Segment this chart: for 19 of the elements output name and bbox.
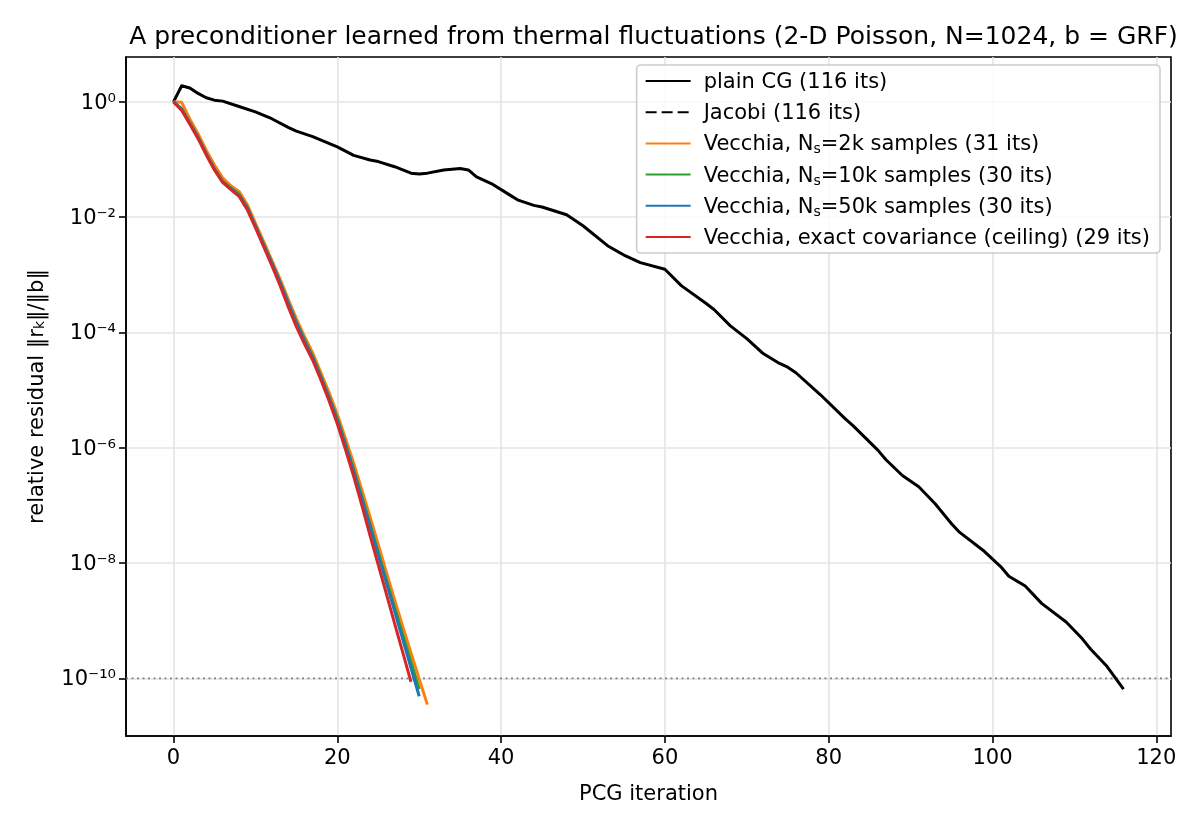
y-tick-label: 10⁻² <box>69 205 116 230</box>
y-axis-title: relative residual ‖rk‖/‖b‖ <box>23 269 49 524</box>
y-tick-label: 10⁻⁸ <box>69 551 116 576</box>
legend-label: Vecchia, exact covariance (ceiling) (29 its) <box>703 225 1151 249</box>
x-tick-label: 60 <box>651 744 679 769</box>
x-tick-label: 80 <box>815 744 843 769</box>
x-tick-label: 20 <box>323 744 351 769</box>
x-tick-label: 100 <box>972 744 1013 769</box>
chart-title: A preconditioner learned from thermal fluctuations (2-D Poisson, N=1024, b = GRF) <box>129 21 1178 50</box>
legend-label: Jacobi (116 its) <box>701 100 862 125</box>
x-axis-title: PCG iteration <box>579 780 718 805</box>
legend-label: plain CG (116 its) <box>703 69 888 93</box>
y-tick-label: 10⁻⁶ <box>69 435 116 460</box>
x-tick-label: 120 <box>1136 744 1177 769</box>
y-tick-label: 10⁻⁴ <box>69 320 116 345</box>
y-tick-label: 10⁰ <box>80 89 116 114</box>
x-tick-label: 40 <box>487 744 515 769</box>
y-tick-label: 10⁻¹⁰ <box>61 666 116 691</box>
x-tick-label: 0 <box>166 744 181 769</box>
